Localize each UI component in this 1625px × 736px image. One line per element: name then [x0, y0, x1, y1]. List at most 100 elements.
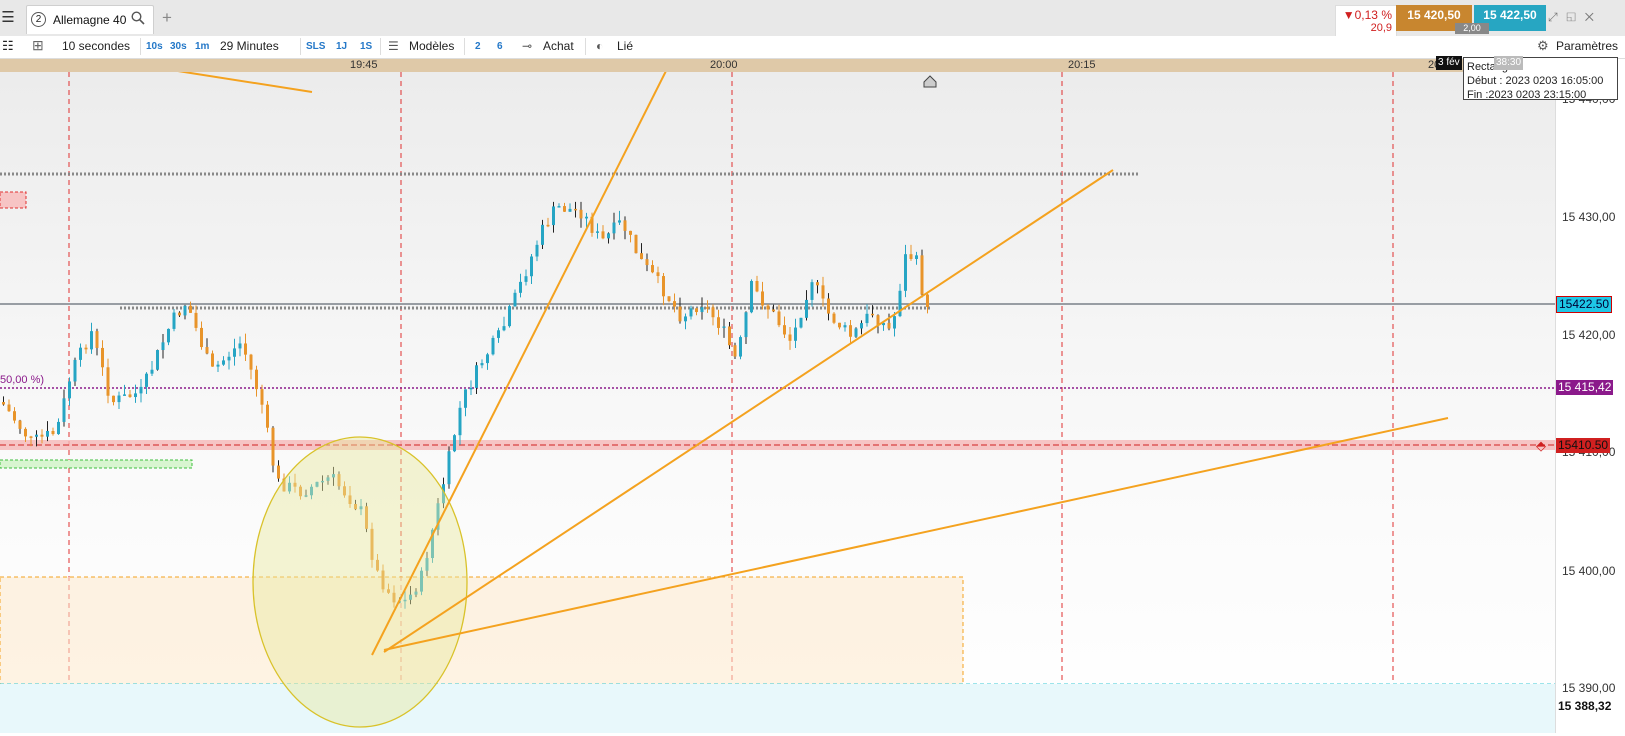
date-tag: 3 fév: [1436, 56, 1462, 70]
candle-body: [601, 231, 605, 239]
candle-body: [277, 465, 280, 479]
candle-body: [805, 299, 808, 318]
candle-body: [315, 481, 319, 487]
candle-body: [403, 599, 407, 602]
gear-icon[interactable]: ⚙: [1537, 38, 1549, 53]
candle-body: [519, 281, 522, 293]
candle-body: [24, 428, 27, 437]
restore-icon[interactable]: ◱: [1566, 10, 1585, 24]
sell-price-button[interactable]: 15 420,50: [1396, 5, 1472, 31]
interval-1m-button[interactable]: 1m: [195, 41, 210, 52]
candle-body: [304, 495, 308, 497]
search-icon[interactable]: [131, 11, 145, 25]
interval-10s-button[interactable]: 10s: [146, 41, 163, 52]
candle-body: [167, 328, 170, 343]
candle-body: [794, 327, 797, 341]
candle-body: [486, 354, 489, 364]
point-change: 20,9: [1370, 22, 1392, 34]
list-icon[interactable]: ☷: [2, 38, 14, 53]
time-label: 19:45: [350, 59, 378, 71]
candle-body: [585, 216, 588, 219]
candle-body: [568, 208, 572, 212]
level-marker-icon[interactable]: ⬘: [1536, 438, 1546, 453]
buy-button[interactable]: Achat: [543, 39, 574, 53]
period-1j-button[interactable]: 1J: [336, 41, 348, 52]
candle-body: [898, 290, 902, 317]
price-label: 15 400,00: [1562, 564, 1616, 578]
candle-body: [838, 322, 841, 328]
candle-body: [810, 282, 814, 300]
tab-allemagne-40[interactable]: 2 Allemagne 40: [26, 5, 154, 34]
candle-body: [200, 327, 203, 348]
candle-body: [464, 389, 467, 408]
window-controls: ⤢◱✕: [1548, 10, 1603, 25]
candle-body: [178, 312, 181, 316]
sls-button[interactable]: SLS: [306, 41, 326, 52]
price-chart[interactable]: 50,00 %) ⬘: [0, 66, 1555, 733]
candle-body: [106, 367, 110, 396]
duration-select[interactable]: 29 Minutes: [220, 39, 279, 53]
spread-badge: 2,00: [1455, 23, 1489, 34]
fib-price-tag: 15 415,42: [1556, 380, 1614, 395]
candle-body: [717, 317, 720, 328]
price-label: 15 390,00: [1562, 681, 1616, 695]
candle-body: [40, 434, 44, 437]
link-icon: ◐: [596, 39, 604, 53]
candle-body: [821, 285, 825, 299]
period-1s-button[interactable]: 1S: [360, 41, 373, 52]
candle-body: [112, 395, 115, 403]
candle-body: [711, 307, 715, 318]
candle-body: [348, 495, 352, 504]
models-button[interactable]: Modèles: [409, 39, 455, 53]
interval-select[interactable]: 10 secondes: [62, 39, 131, 53]
candle-body: [524, 276, 528, 282]
candle-body: [612, 222, 616, 234]
candle-body: [29, 436, 33, 438]
candle-body: [73, 359, 77, 382]
detach-icon[interactable]: ⤢: [1548, 10, 1567, 24]
candle-body: [139, 386, 143, 394]
candle-body: [183, 305, 187, 316]
menu-icon[interactable]: ☰: [1, 9, 15, 26]
add-tab-button[interactable]: +: [162, 8, 172, 27]
candle-body: [722, 326, 726, 328]
time-label: 20:15: [1068, 59, 1096, 71]
candle-body: [431, 529, 434, 559]
settings-button[interactable]: Paramètres: [1556, 39, 1619, 53]
price-axis: 15 440,00 15 430,00 15 420,00 15 410,00 …: [1555, 59, 1625, 733]
candle-body: [161, 342, 165, 351]
option-2-button[interactable]: 2: [475, 41, 481, 52]
candle-body: [882, 322, 885, 326]
candle-body: [728, 326, 731, 346]
option-6-button[interactable]: 6: [497, 41, 503, 52]
candle-body: [678, 306, 682, 322]
candle-body: [458, 407, 462, 436]
candle-body: [750, 280, 753, 313]
candle-body: [772, 309, 775, 312]
close-icon[interactable]: ✕: [1584, 10, 1603, 24]
time-axis: 19:45 20:00 20:15 20: [0, 59, 1555, 72]
candle-body: [557, 206, 561, 208]
candle-body: [194, 312, 198, 328]
candles: [2, 201, 929, 609]
candle-body: [887, 322, 891, 329]
candle-body: [255, 369, 258, 390]
layout-icon[interactable]: ⊞: [32, 37, 44, 53]
candle-body: [79, 347, 82, 360]
candle-body: [310, 486, 313, 496]
candle-body: [535, 244, 539, 257]
candle-body: [739, 337, 742, 357]
small-red-zone: [0, 191, 27, 209]
candle-body: [326, 477, 330, 481]
candle-body: [447, 451, 451, 485]
current-price-tag: 15422.50: [1556, 296, 1613, 313]
candle-body: [293, 482, 297, 487]
interval-30s-button[interactable]: 30s: [170, 41, 187, 52]
linked-button[interactable]: Lié: [617, 39, 634, 53]
chart-toolbar: ☷ ⊞ 10 secondes 10s 30s 1m 29 Minutes SL…: [0, 36, 1625, 59]
candle-body: [629, 230, 632, 235]
candle-body: [816, 282, 819, 286]
fib-label: 50,00 %): [0, 374, 45, 386]
candle-body: [387, 589, 390, 593]
candle-body: [62, 398, 66, 422]
